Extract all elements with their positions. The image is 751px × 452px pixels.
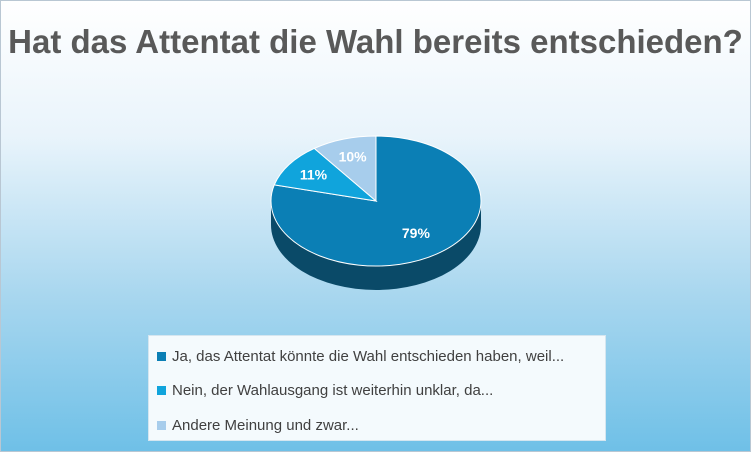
data-label-ja: 79% <box>402 225 431 241</box>
legend-swatch-ja <box>157 351 166 361</box>
legend-label-andere: Andere Meinung und zwar... <box>172 416 359 434</box>
legend-item-ja: Ja, das Attentat könnte die Wahl entschi… <box>157 346 564 366</box>
chart-title: Hat das Attentat die Wahl bereits entsch… <box>8 23 743 60</box>
legend-label-nein: Nein, der Wahlausgang ist weiterhin unkl… <box>172 381 494 399</box>
legend-swatch-nein <box>157 385 166 395</box>
data-label-nein: 11% <box>300 167 328 183</box>
legend-swatch-andere <box>157 420 166 430</box>
legend-item-andere: Andere Meinung und zwar... <box>157 415 359 435</box>
pie-slice-ja <box>270 135 482 267</box>
pie-side-ja <box>271 201 481 290</box>
legend: Ja, das Attentat könnte die Wahl entschi… <box>148 335 606 441</box>
legend-label-ja: Ja, das Attentat könnte die Wahl entschi… <box>172 347 565 365</box>
pie-slice-nein <box>273 147 378 202</box>
pie-slice-andere <box>313 135 377 203</box>
legend-item-nein: Nein, der Wahlausgang ist weiterhin unkl… <box>157 380 493 400</box>
data-label-andere: 10% <box>339 149 368 165</box>
